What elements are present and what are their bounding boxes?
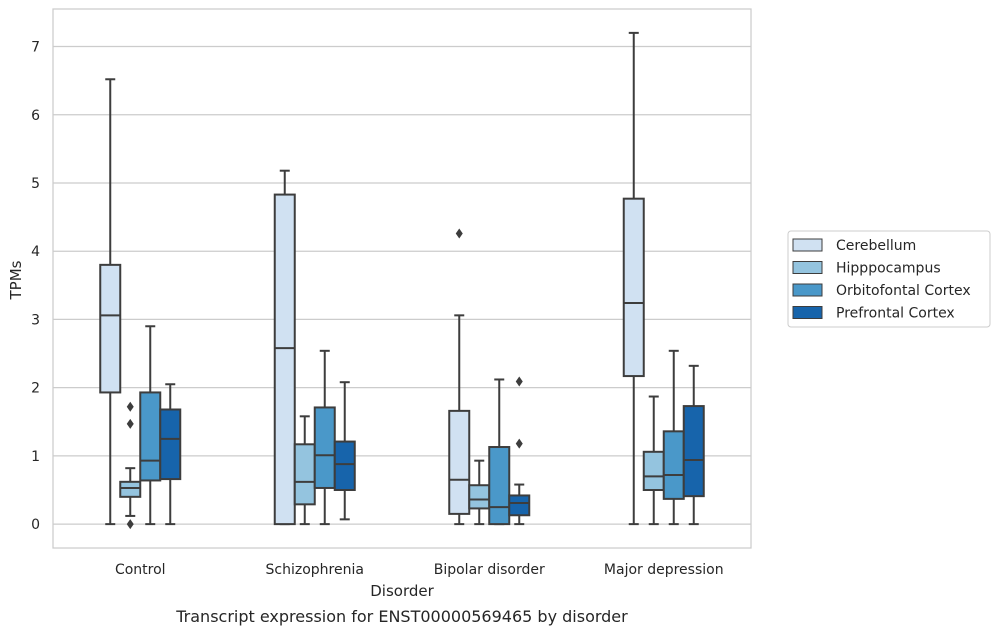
box-cerebellum-control <box>99 78 122 526</box>
box-prefrontal-cortex-schizophrenia <box>333 381 356 521</box>
iqr-box-hipppocampus-major-depression <box>642 450 665 492</box>
iqr-box-prefrontal-cortex-major-depression <box>682 405 705 498</box>
box-cerebellum-bipolar-disorder <box>448 228 471 526</box>
iqr-box-orbitofontal-cortex-bipolar-disorder <box>488 446 511 526</box>
legend-item-hipppocampus: Hipppocampus <box>792 261 941 277</box>
x-tick-label-control: Control <box>115 562 166 578</box>
plot-area-frame <box>52 8 752 549</box>
iqr-box-hipppocampus-control <box>119 480 142 498</box>
y-tick-label-3: 3 <box>31 312 40 328</box>
y-tick-label-2: 2 <box>31 381 40 397</box>
legend-swatch-hipppocampus <box>792 261 823 274</box>
iqr-box-hipppocampus-bipolar-disorder <box>468 484 491 510</box>
flier-hipppocampus-control-0 <box>126 401 134 412</box>
flier-hipppocampus-control-1 <box>126 418 134 429</box>
legend: Cerebellum Hipppocampus Orbitofontal Corte… <box>787 230 991 328</box>
iqr-box-prefrontal-cortex-schizophrenia <box>333 440 356 492</box>
legend-swatch-cerebellum <box>792 238 823 252</box>
box-orbitofontal-cortex-bipolar-disorder <box>488 378 511 526</box>
iqr-box-cerebellum-control <box>99 263 122 394</box>
y-tick-label-1: 1 <box>31 449 40 465</box>
y-tick-label-5: 5 <box>31 176 40 192</box>
legend-frame <box>787 230 991 328</box>
x-tick-label-bipolar-disorder: Bipolar disorder <box>434 562 545 578</box>
box-cerebellum-schizophrenia <box>273 169 296 526</box>
y-tick-label-6: 6 <box>31 108 40 124</box>
flier-prefrontal-cortex-bipolar-disorder-1 <box>515 438 523 449</box>
iqr-box-hipppocampus-schizophrenia <box>293 443 316 506</box>
x-tick-label-schizophrenia: Schizophrenia <box>266 562 364 578</box>
y-tick-label-7: 7 <box>31 40 40 56</box>
y-tick-labels: 0 1 2 3 4 5 6 7 <box>31 40 40 534</box>
x-axis-label: Disorder <box>370 582 434 600</box>
legend-item-orbitofontal-cortex: Orbitofontal Cortex <box>792 283 971 299</box>
flier-prefrontal-cortex-bipolar-disorder-0 <box>515 376 523 387</box>
legend-item-cerebellum: Cerebellum <box>792 238 916 254</box>
y-tick-label-0: 0 <box>31 517 40 533</box>
flier-hipppocampus-control-2 <box>126 519 134 530</box>
boxes-layer <box>99 31 705 530</box>
iqr-box-orbitofontal-cortex-schizophrenia <box>313 406 336 489</box>
iqr-box-orbitofontal-cortex-control <box>139 391 162 482</box>
box-hipppocampus-control <box>119 401 142 530</box>
y-axis-label: TPMs <box>7 260 25 300</box>
chart-title: Transcript expression for ENST0000056946… <box>175 607 628 626</box>
box-prefrontal-cortex-bipolar-disorder <box>508 376 531 526</box>
iqr-box-prefrontal-cortex-control <box>159 408 182 481</box>
legend-label-cerebellum: Cerebellum <box>836 238 916 254</box>
iqr-box-orbitofontal-cortex-major-depression <box>662 430 685 500</box>
box-orbitofontal-cortex-major-depression <box>662 349 685 526</box>
box-hipppocampus-bipolar-disorder <box>468 459 491 526</box>
legend-item-prefrontal-cortex: Prefrontal Cortex <box>792 306 955 322</box>
box-orbitofontal-cortex-schizophrenia <box>313 349 336 526</box>
flier-cerebellum-bipolar-disorder-0 <box>455 228 463 239</box>
y-tick-label-4: 4 <box>31 244 40 260</box>
box-prefrontal-cortex-major-depression <box>682 364 705 526</box>
legend-swatch-prefrontal-cortex <box>792 306 823 319</box>
x-tick-label-major-depression: Major depression <box>604 562 724 578</box>
legend-label-hipppocampus: Hipppocampus <box>836 261 941 277</box>
legend-label-orbitofontal-cortex: Orbitofontal Cortex <box>836 283 971 299</box>
iqr-box-cerebellum-major-depression <box>622 197 645 378</box>
box-cerebellum-major-depression <box>622 31 645 526</box>
legend-swatch-orbitofontal-cortex <box>792 283 823 297</box>
iqr-box-prefrontal-cortex-bipolar-disorder <box>508 494 531 517</box>
box-orbitofontal-cortex-control <box>139 325 162 526</box>
iqr-box-cerebellum-schizophrenia <box>273 193 296 526</box>
x-tick-labels: Control Schizophrenia Bipolar disorder Majo… <box>115 562 724 578</box>
iqr-box-cerebellum-bipolar-disorder <box>448 409 471 515</box>
box-hipppocampus-major-depression <box>642 395 665 526</box>
legend-label-prefrontal-cortex: Prefrontal Cortex <box>836 306 955 322</box>
box-hipppocampus-schizophrenia <box>293 415 316 526</box>
box-prefrontal-cortex-control <box>159 383 182 526</box>
